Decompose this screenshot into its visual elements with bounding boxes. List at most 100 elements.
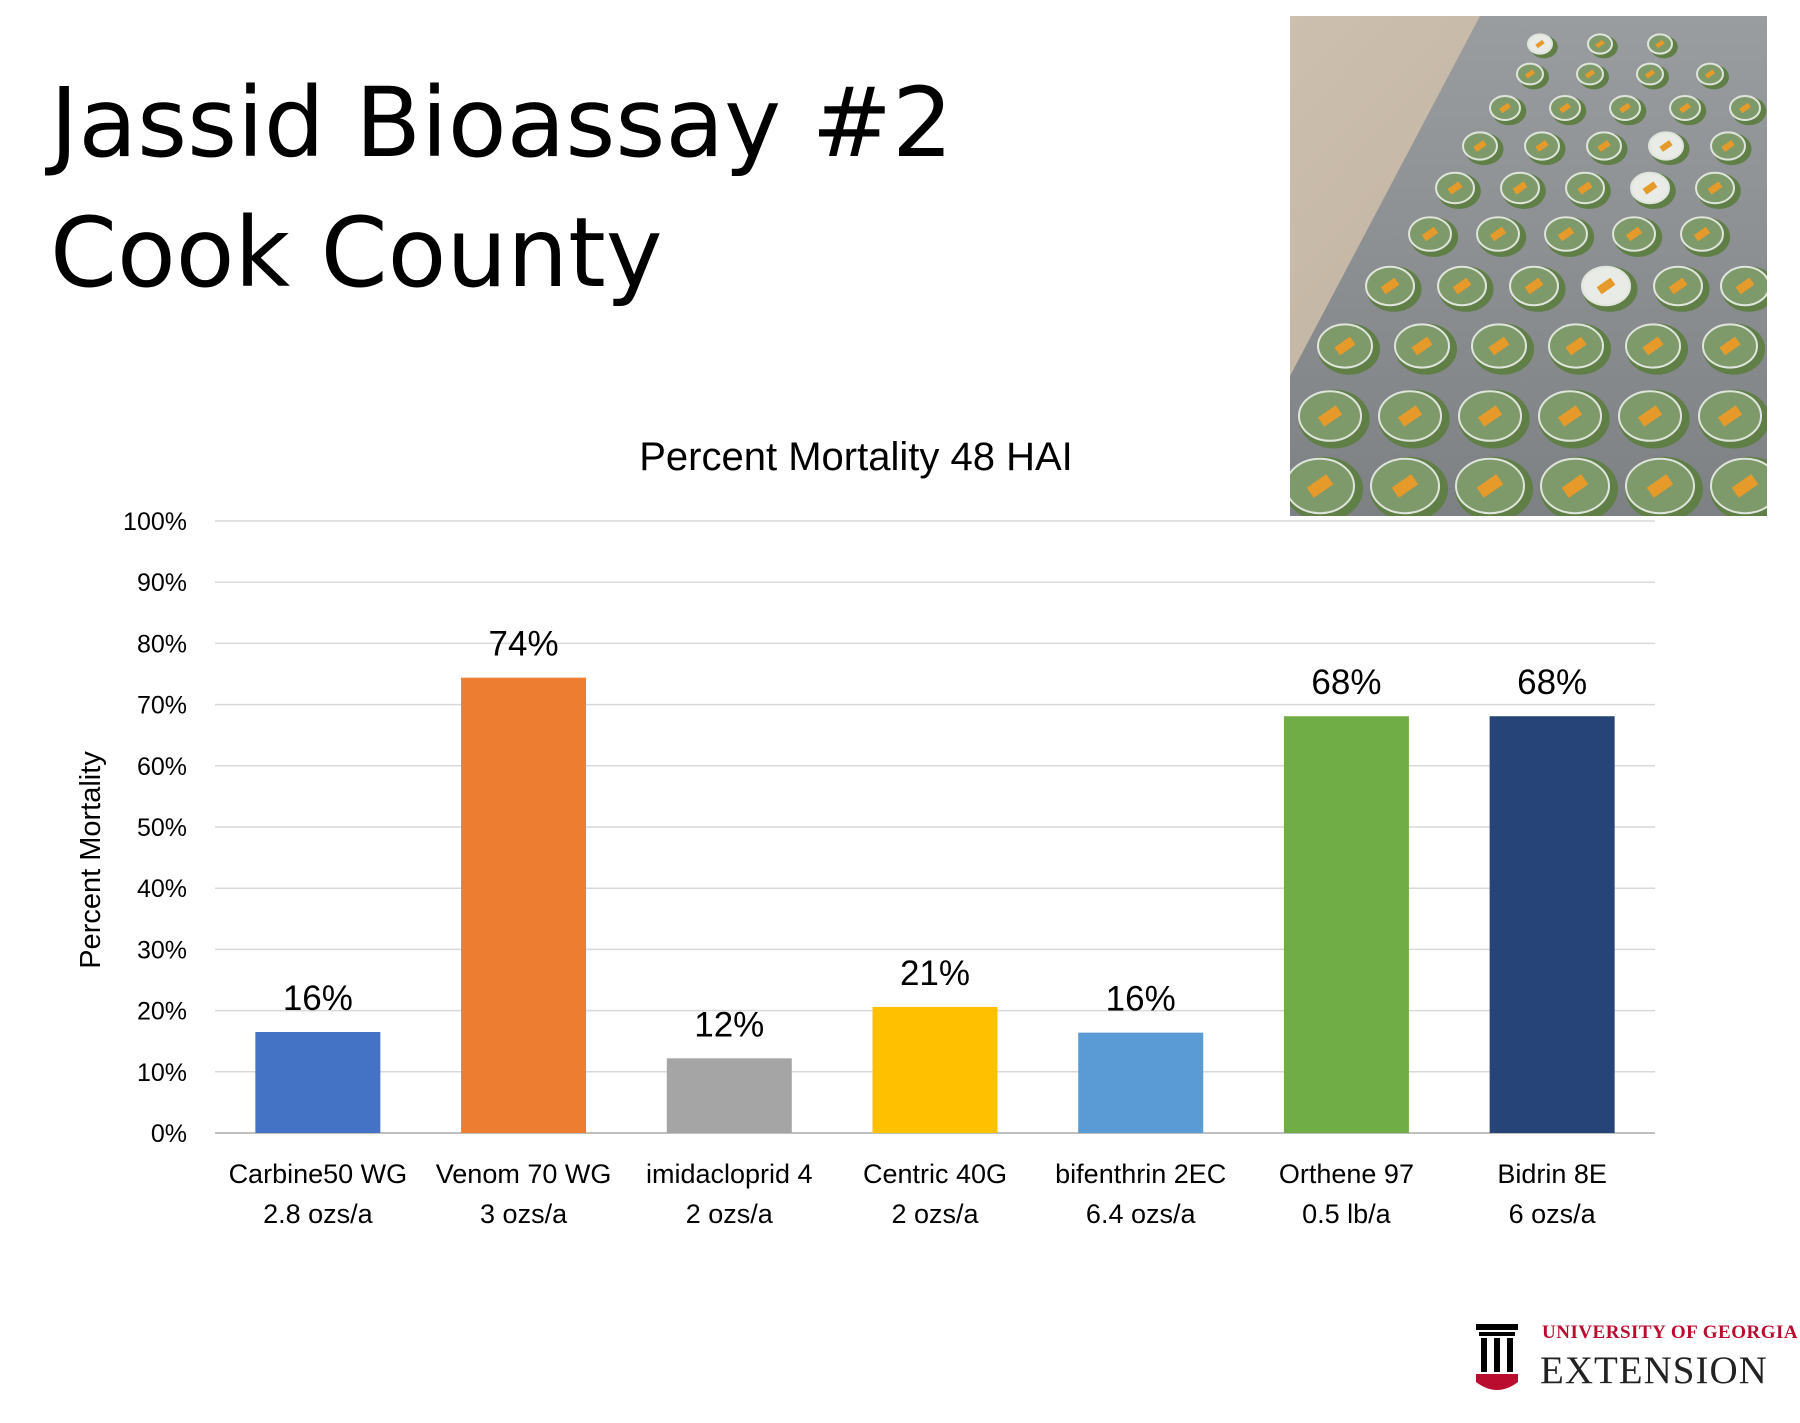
label-tape xyxy=(1596,277,1616,295)
label-tape xyxy=(1535,140,1549,152)
label-tape xyxy=(1391,474,1419,498)
y-tick-label: 100% xyxy=(123,508,187,536)
chart-title: Percent Mortality 48 HAI xyxy=(639,435,1073,479)
data-labels: 16% 74% 12% 21% 16% 68% 68% xyxy=(283,625,1587,1045)
y-axis-label: Percent Mortality xyxy=(75,751,107,969)
label-tape xyxy=(1524,277,1544,295)
y-tick-label: 50% xyxy=(137,814,187,842)
y-tick-label: 20% xyxy=(137,998,187,1026)
label-tape xyxy=(1380,277,1400,295)
label-tape xyxy=(1317,405,1343,427)
label-tape xyxy=(1334,336,1356,356)
x-tick-rate-label: 2 ozs/a xyxy=(686,1199,774,1229)
label-tape xyxy=(1565,336,1587,356)
bar xyxy=(255,1032,381,1133)
gridlines xyxy=(215,520,1655,1134)
uga-extension-logo: UNIVERSITY OF GEORGIA EXTENSION xyxy=(1472,1318,1798,1398)
bioassay-photo xyxy=(1290,16,1767,516)
label-tape xyxy=(1679,102,1691,114)
label-tape xyxy=(1488,336,1510,356)
label-tape xyxy=(1668,277,1688,295)
data-label: 68% xyxy=(1311,663,1381,702)
x-tick-rate-label: 2 ozs/a xyxy=(891,1199,979,1229)
label-tape xyxy=(1644,69,1656,79)
y-tick-label: 70% xyxy=(137,692,187,720)
label-tape xyxy=(1512,181,1528,195)
bar xyxy=(1489,716,1615,1133)
label-tape xyxy=(1637,405,1663,427)
y-tick-label: 60% xyxy=(137,753,187,781)
label-tape xyxy=(1717,405,1743,427)
label-tape xyxy=(1655,39,1665,49)
label-tape xyxy=(1499,102,1511,114)
y-tick-label: 10% xyxy=(137,1059,187,1087)
x-tick-label: Orthene 97 xyxy=(1279,1159,1414,1189)
label-tape xyxy=(1447,181,1463,195)
label-tape xyxy=(1557,226,1575,242)
label-tape xyxy=(1559,102,1571,114)
bar xyxy=(1283,716,1409,1133)
label-tape xyxy=(1642,336,1664,356)
label-tape xyxy=(1619,102,1631,114)
label-tape xyxy=(1477,405,1503,427)
bar xyxy=(666,1058,792,1133)
label-tape xyxy=(1646,474,1674,498)
label-tape xyxy=(1719,336,1741,356)
slide-title-line2: Cook County xyxy=(50,197,663,309)
x-tick-label: Bidrin 8E xyxy=(1497,1159,1607,1189)
slide-title-line1: Jassid Bioassay #2 xyxy=(50,67,954,179)
label-tape xyxy=(1489,226,1507,242)
x-tick-label: Centric 40G xyxy=(863,1159,1007,1189)
label-tape xyxy=(1421,226,1439,242)
label-tape xyxy=(1625,226,1643,242)
slide-title: Jassid Bioassay #2 Cook County xyxy=(50,58,953,318)
data-label: 16% xyxy=(1106,980,1176,1019)
bar xyxy=(1078,1032,1204,1133)
x-tick-label: imidacloprid 4 xyxy=(646,1159,813,1189)
data-label: 74% xyxy=(489,625,559,664)
x-tick-rate-label: 6.4 ozs/a xyxy=(1086,1199,1197,1229)
y-tick-label: 80% xyxy=(137,630,187,658)
label-tape xyxy=(1704,69,1716,79)
y-tick-label: 30% xyxy=(137,936,187,964)
label-tape xyxy=(1595,39,1605,49)
label-tape xyxy=(1452,277,1472,295)
label-tape xyxy=(1524,69,1536,79)
bar xyxy=(872,1006,998,1133)
label-tape xyxy=(1735,277,1755,295)
y-tick-label: 0% xyxy=(151,1120,187,1148)
logo-university-text: UNIVERSITY OF GEORGIA xyxy=(1542,1322,1799,1343)
label-tape xyxy=(1597,140,1611,152)
x-tick-label: Venom 70 WG xyxy=(436,1159,612,1189)
label-tape xyxy=(1397,405,1423,427)
x-tick-label: Carbine50 WG xyxy=(229,1159,408,1189)
x-tick-rate-label: 2.8 ozs/a xyxy=(263,1199,374,1229)
label-tape xyxy=(1411,336,1433,356)
data-label: 16% xyxy=(283,979,353,1018)
label-tape xyxy=(1561,474,1589,498)
label-tape xyxy=(1707,181,1723,195)
label-tape xyxy=(1577,181,1593,195)
y-tick-label: 40% xyxy=(137,875,187,903)
x-tick-labels: Carbine50 WG 2.8 ozs/a Venom 70 WG 3 ozs/a i… xyxy=(229,1159,1607,1229)
x-tick-rate-label: 3 ozs/a xyxy=(480,1199,568,1229)
label-tape xyxy=(1557,405,1583,427)
label-tape xyxy=(1584,69,1596,79)
data-label: 68% xyxy=(1517,663,1587,702)
data-label: 12% xyxy=(694,1005,764,1044)
label-tape xyxy=(1476,474,1504,498)
data-label: 21% xyxy=(900,954,970,993)
bar xyxy=(461,677,587,1133)
bars xyxy=(255,677,1615,1133)
x-tick-label: bifenthrin 2EC xyxy=(1055,1159,1226,1189)
y-tick-labels: 0% 10% 20% 30% 40% 50% 60% 70% 80% 90% 100% xyxy=(123,508,187,1148)
x-tick-rate-label: 6 ozs/a xyxy=(1509,1199,1597,1229)
label-tape xyxy=(1473,140,1487,152)
x-tick-rate-label: 0.5 lb/a xyxy=(1302,1199,1392,1229)
y-tick-label: 90% xyxy=(137,569,187,597)
label-tape xyxy=(1642,181,1658,195)
logo-extension-text: EXTENSION xyxy=(1540,1349,1768,1392)
label-tape xyxy=(1693,226,1711,242)
